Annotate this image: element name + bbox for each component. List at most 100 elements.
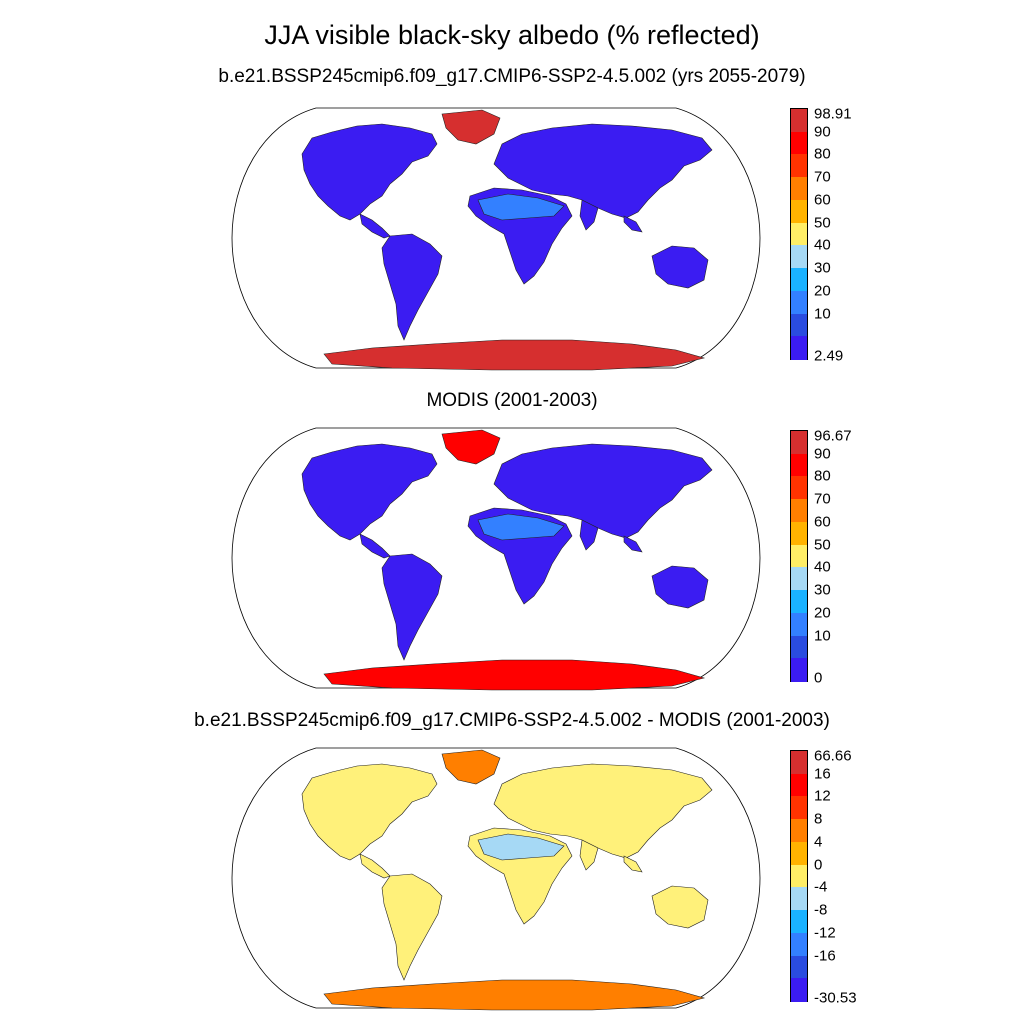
colorbar-label: 40	[814, 558, 831, 576]
colorbar-swatch	[791, 635, 807, 659]
panel-1-map	[231, 107, 761, 371]
colorbar-label: 66.66	[814, 747, 852, 765]
landmass-eurasia	[493, 763, 713, 859]
panel-1-subtitle: b.e21.BSSP245cmip6.f09_g17.CMIP6-SSP2-4.…	[218, 66, 806, 87]
colorbar-label: 8	[814, 810, 823, 828]
colorbar-label: 60	[814, 513, 831, 531]
colorbar-box	[790, 108, 808, 360]
colorbar-label: 0	[814, 856, 823, 874]
colorbar-label: 80	[814, 145, 831, 163]
panel-2-subtitle: MODIS (2001-2003)	[426, 390, 598, 411]
panel-3-subtitle: b.e21.BSSP245cmip6.f09_g17.CMIP6-SSP2-4.…	[194, 710, 830, 731]
colorbar-label: 70	[814, 490, 831, 508]
colorbar-label: 10	[814, 627, 831, 645]
colorbar-swatch	[791, 313, 807, 337]
landmass-northAmerica	[301, 443, 438, 541]
landmass-australia	[651, 245, 709, 289]
landmass-india	[579, 199, 599, 231]
landmass-sahara	[477, 193, 565, 221]
colorbar-label: 90	[814, 123, 831, 141]
colorbar-swatch	[791, 796, 807, 820]
colorbar-swatch	[791, 268, 807, 292]
landmass-greenland	[441, 429, 501, 465]
colorbar-swatch	[791, 431, 807, 455]
colorbar-label: 96.67	[814, 427, 852, 445]
colorbar-label: 12	[814, 787, 831, 805]
landmass-centralAmerica	[359, 853, 391, 879]
colorbar-swatch	[791, 841, 807, 866]
landmass-eurasia	[493, 123, 713, 219]
colorbar-swatch	[791, 751, 807, 775]
colorbar-swatch	[791, 499, 807, 523]
colorbar-swatch	[791, 177, 807, 201]
colorbar-swatch	[791, 567, 807, 591]
landmass-australia	[651, 565, 709, 609]
colorbar-swatch	[791, 955, 807, 979]
colorbar-swatch	[791, 131, 807, 156]
colorbar-swatch	[791, 910, 807, 934]
colorbar-label: 30	[814, 259, 831, 277]
colorbar-label: -12	[814, 924, 836, 942]
colorbar-swatch	[791, 544, 807, 568]
colorbar-label: 10	[814, 305, 831, 323]
colorbar-swatch	[791, 336, 807, 360]
colorbar-swatch	[791, 453, 807, 478]
colorbar-label: -16	[814, 947, 836, 965]
landmass-india	[579, 839, 599, 871]
colorbar-label: -4	[814, 878, 828, 896]
panel-1-colorbar: 98.91 90 80 70 60 50 40 30 20 10 2.49	[790, 105, 910, 365]
colorbar-swatch	[791, 773, 807, 798]
colorbar-swatch	[791, 245, 807, 269]
colorbar-label: 98.91	[814, 105, 852, 123]
landmass-sahara	[477, 513, 565, 541]
panel-2-map	[231, 427, 761, 691]
colorbar-label: 40	[814, 236, 831, 254]
colorbar-label: 16	[814, 765, 831, 783]
landmass-seAsia	[623, 215, 643, 233]
landmass-sahara	[477, 833, 565, 861]
colorbar-label: 90	[814, 445, 831, 463]
panel-3-map	[231, 747, 761, 1011]
colorbar-label: 30	[814, 581, 831, 599]
landmass-seAsia	[623, 535, 643, 553]
colorbar-label: 4	[814, 833, 823, 851]
colorbar-label: -30.53	[814, 989, 857, 1007]
colorbar-swatch	[791, 590, 807, 614]
colorbar-label: 50	[814, 214, 831, 232]
landmass-eurasia	[493, 443, 713, 539]
landmass-greenland	[441, 749, 501, 785]
landmass-centralAmerica	[359, 213, 391, 239]
colorbar-swatch	[791, 658, 807, 682]
landmass-antarctica	[323, 659, 706, 691]
landmass-southAmerica	[381, 873, 443, 981]
colorbar-swatch	[791, 154, 807, 178]
landmass-centralAmerica	[359, 533, 391, 559]
colorbar-label: 50	[814, 536, 831, 554]
colorbar-label: 20	[814, 604, 831, 622]
colorbar-label: 80	[814, 467, 831, 485]
colorbar-swatch	[791, 978, 807, 1002]
landmass-southAmerica	[381, 553, 443, 661]
colorbar-swatch	[791, 521, 807, 546]
landmass-antarctica	[323, 979, 706, 1011]
landmass-greenland	[441, 109, 501, 145]
colorbar-box	[790, 430, 808, 682]
landmass-antarctica	[323, 339, 706, 371]
colorbar-swatch	[791, 864, 807, 888]
colorbar-swatch	[791, 476, 807, 500]
panel-3-colorbar: 66.66 16 12 8 4 0 -4 -8 -12 -16 -30.53	[790, 747, 910, 1007]
colorbar-label: 0	[814, 669, 823, 687]
colorbar-box	[790, 750, 808, 1002]
colorbar-label: 2.49	[814, 347, 844, 365]
colorbar-swatch	[791, 932, 807, 957]
colorbar-swatch	[791, 290, 807, 315]
landmass-seAsia	[623, 855, 643, 873]
colorbar-label: 20	[814, 282, 831, 300]
colorbar-label: 70	[814, 168, 831, 186]
colorbar-swatch	[791, 109, 807, 133]
colorbar-label: 60	[814, 191, 831, 209]
colorbar-swatch	[791, 887, 807, 911]
colorbar-swatch	[791, 222, 807, 246]
landmass-northAmerica	[301, 123, 438, 221]
landmass-australia	[651, 885, 709, 929]
